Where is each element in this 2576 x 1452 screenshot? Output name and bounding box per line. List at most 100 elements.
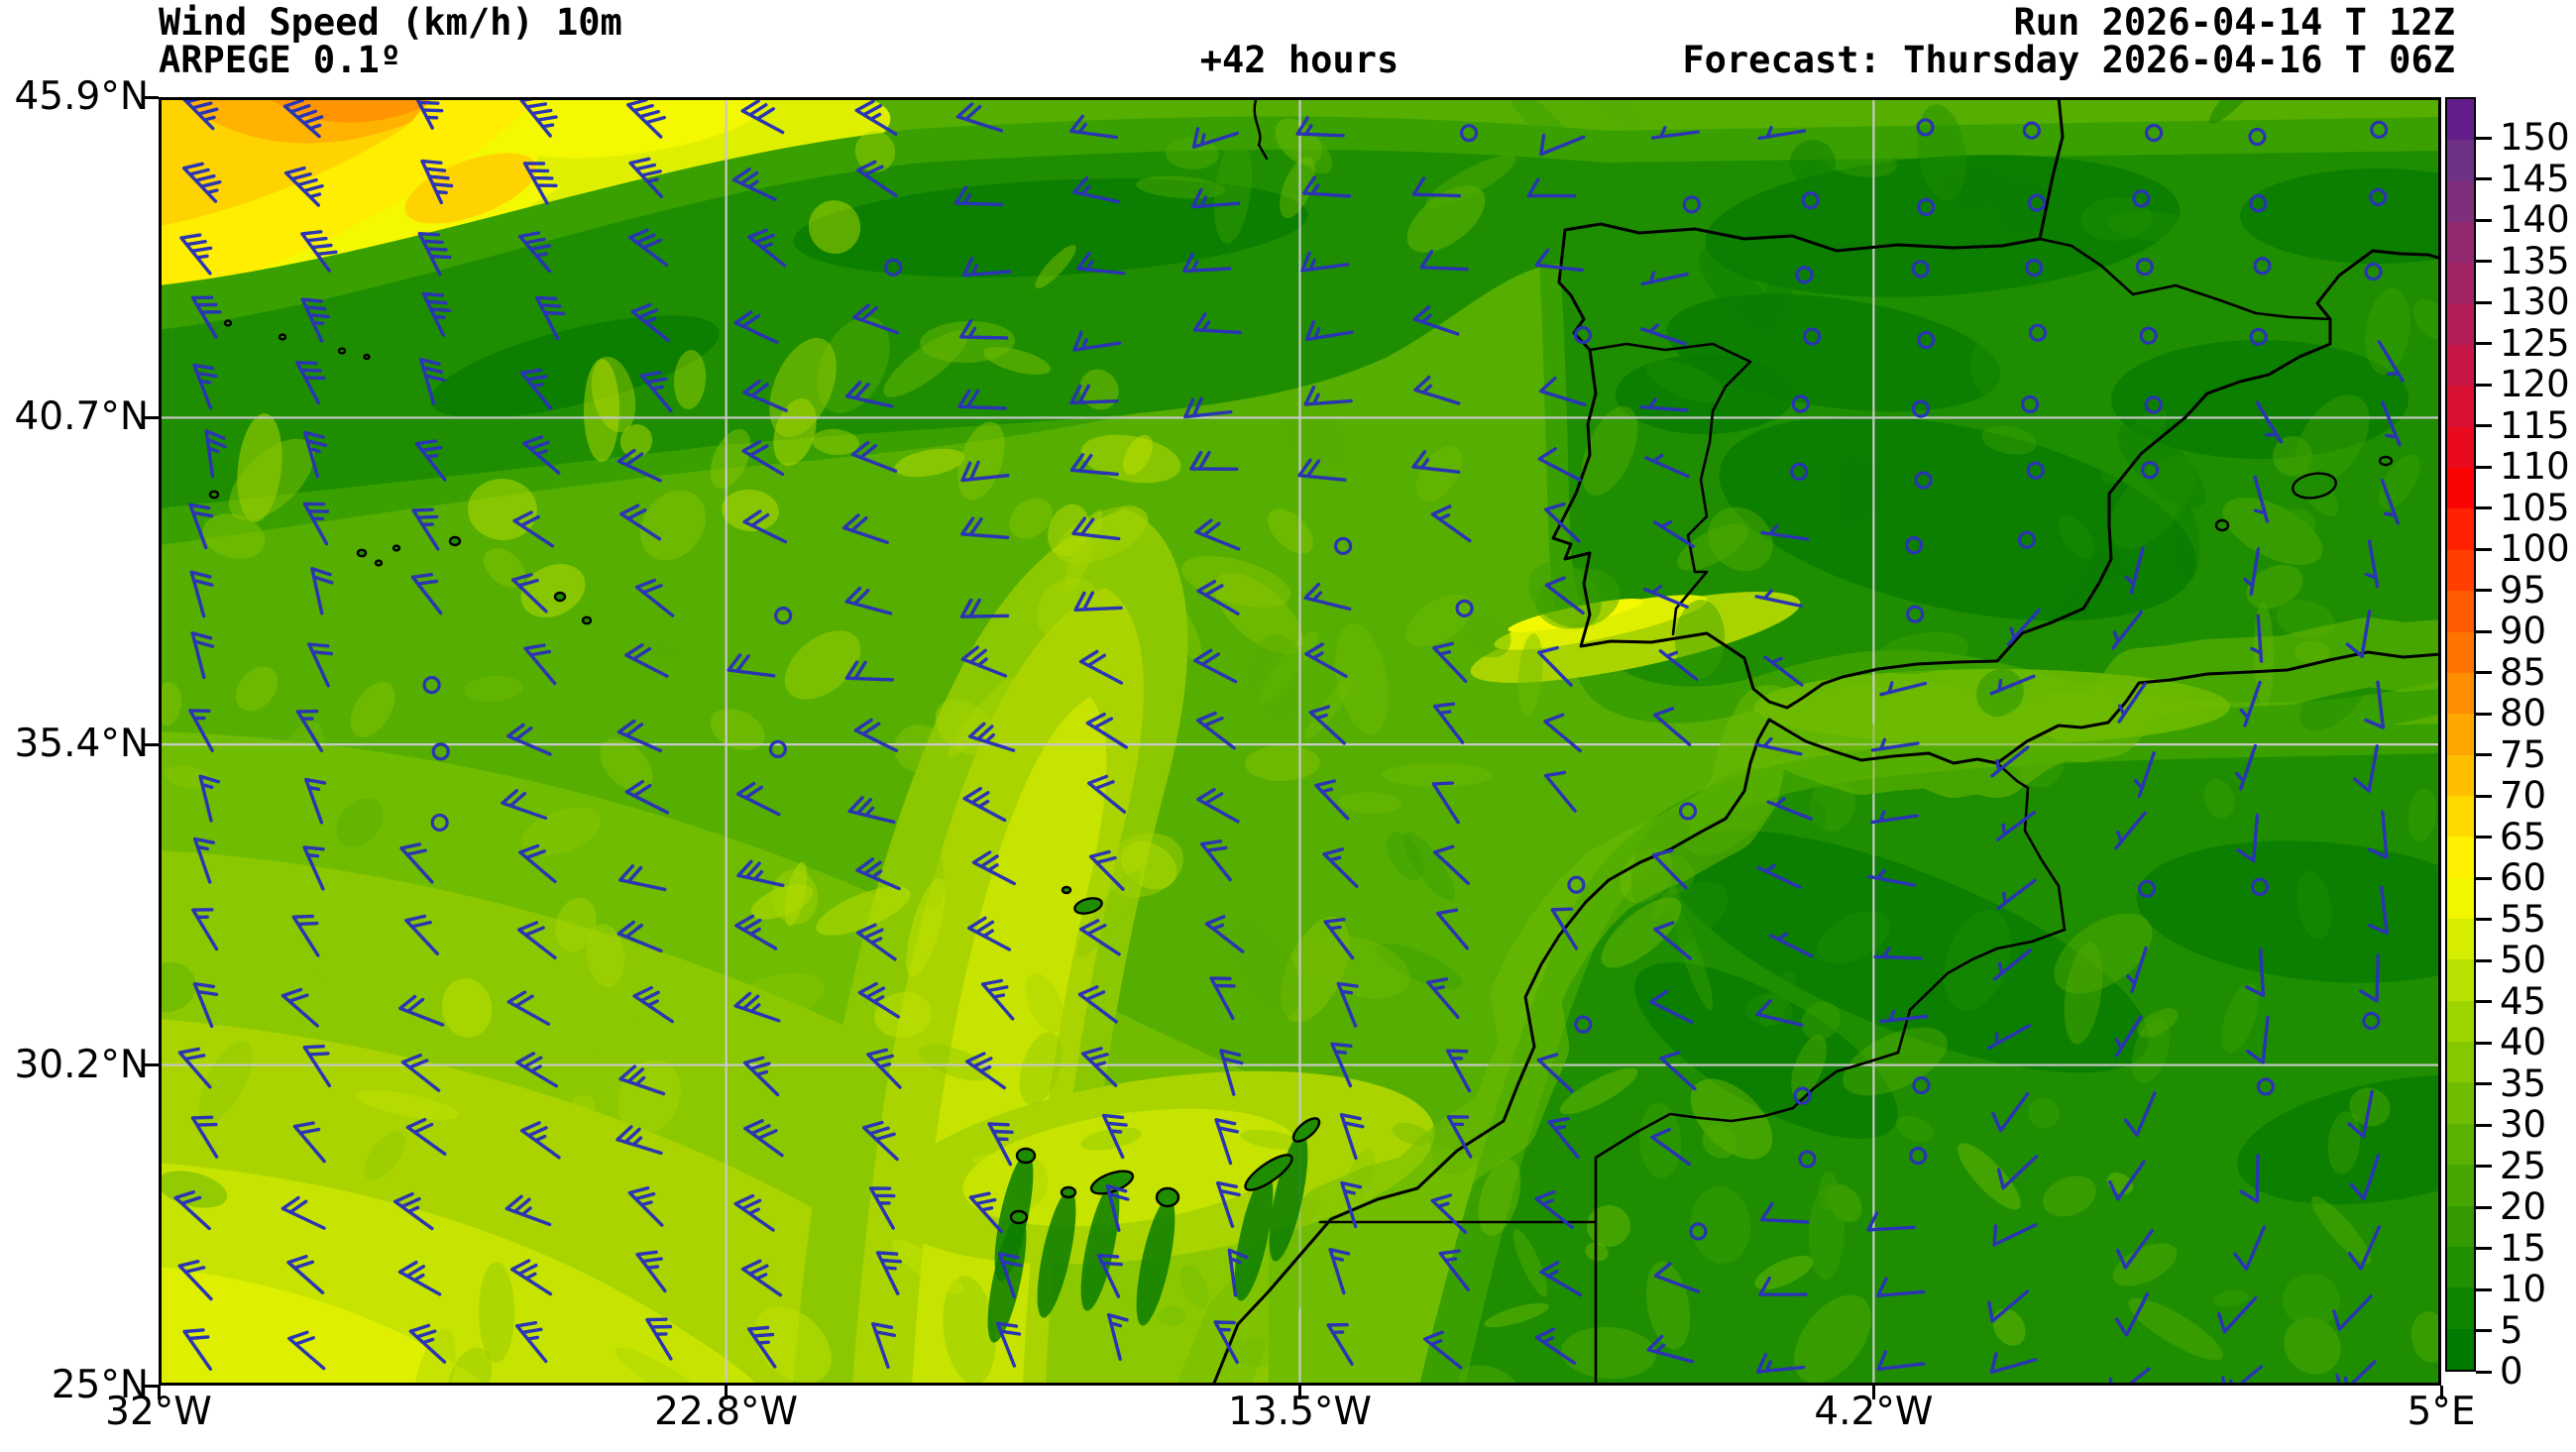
colorbar-tick-label: 115 [2500,403,2570,447]
colorbar-tick-label: 45 [2500,979,2547,1023]
forecast-label: Forecast: Thursday 2026-04-16 T 06Z [1682,39,2455,81]
colorbar-tick-label: 5 [2500,1308,2523,1352]
colorbar-tick-label: 60 [2500,856,2547,900]
y-tick-label: 45.9°N [14,74,149,119]
colorbar-tick-label: 20 [2500,1185,2547,1229]
colorbar-segment [2447,877,2474,920]
colorbar-tick-label: 100 [2500,527,2570,571]
colorbar-segment [2447,919,2474,960]
y-tick-label: 25°N [51,1363,149,1407]
colorbar-tick-label: 105 [2500,486,2570,529]
wind-map-svg [159,97,2441,1386]
colorbar-tick-label: 30 [2500,1103,2547,1147]
colorbar-segment [2447,468,2474,509]
colorbar-tick-mark [2476,1370,2492,1374]
x-tick-label: 32°W [105,1390,212,1434]
colorbar-segment [2447,345,2474,387]
colorbar-tick-mark [2476,1287,2492,1291]
x-tick-label: 13.5°W [1228,1390,1372,1434]
y-tick-label: 35.4°N [14,722,149,767]
x-tick-mark [1298,1386,1301,1399]
colorbar-tick-mark [2476,589,2492,593]
colorbar-tick-label: 145 [2500,157,2570,200]
run-label: Run 2026-04-14 T 12Z [2013,1,2455,44]
wind-map [159,97,2441,1386]
x-tick-label: 22.8°W [654,1390,799,1434]
colorbar-tick-label: 65 [2500,815,2547,858]
colorbar-segment [2447,426,2474,469]
colorbar-tick-mark [2476,629,2492,633]
colorbar-tick-mark [2476,876,2492,880]
y-tick-label: 40.7°N [14,394,149,440]
colorbar-tick-mark [2476,958,2492,962]
colorbar-tick-mark [2476,1205,2492,1209]
colorbar-tick-mark [2476,1082,2492,1086]
colorbar-segment [2447,263,2474,304]
colorbar-tick-mark [2476,300,2492,304]
colorbar-segment [2447,508,2474,550]
x-tick-mark [157,1386,161,1399]
colorbar-tick-mark [2476,1247,2492,1251]
colorbar-segment [2447,140,2474,181]
x-tick-mark [725,1386,728,1399]
x-tick-label: 4.2°W [1814,1390,1934,1434]
colorbar-tick-label: 135 [2500,239,2570,282]
colorbar-segment [2447,714,2474,755]
colorbar-tick-label: 140 [2500,198,2570,242]
colorbar-tick-label: 75 [2500,732,2547,776]
colorbar-segment [2447,1042,2474,1083]
x-tick-label: 5°E [2407,1390,2476,1434]
colorbar-tick-mark [2476,547,2492,551]
colorbar-tick-mark [2476,260,2492,264]
colorbar-tick-mark [2476,383,2492,387]
colorbar-tick-label: 85 [2500,650,2547,694]
colorbar-tick-label: 15 [2500,1226,2547,1270]
colorbar-tick-mark [2476,1041,2492,1045]
colorbar-segment [2447,549,2474,592]
colorbar-tick-label: 25 [2500,1144,2547,1187]
colorbar-tick-label: 90 [2500,610,2547,653]
colorbar-tick-label: 130 [2500,280,2570,324]
colorbar-segment [2447,1000,2474,1043]
colorbar-tick-mark [2476,794,2492,798]
colorbar-segment [2447,837,2474,878]
colorbar-tick-mark [2476,424,2492,428]
colorbar-tick-mark [2476,218,2492,222]
colorbar-tick-label: 10 [2500,1268,2547,1311]
colorbar-tick-label: 110 [2500,445,2570,489]
x-tick-mark [2439,1386,2443,1399]
colorbar-tick-mark [2476,342,2492,346]
colorbar-tick-label: 150 [2500,116,2570,160]
colorbar-segment [2447,98,2474,141]
colorbar-tick-mark [2476,506,2492,510]
y-tick-mark [145,415,159,419]
colorbar-segment [2447,1205,2474,1247]
colorbar-segment [2447,221,2474,264]
colorbar-segment [2447,631,2474,673]
colorbar-tick-label: 80 [2500,692,2547,735]
colorbar-tick-mark [2476,1000,2492,1004]
colorbar-tick-mark [2476,177,2492,181]
colorbar-tick-label: 40 [2500,1021,2547,1064]
colorbar-tick-label: 125 [2500,321,2570,365]
y-tick-mark [145,742,159,746]
colorbar-tick-label: 0 [2500,1350,2523,1393]
colorbar-segment [2447,754,2474,796]
colorbar-tick-mark [2476,753,2492,757]
colorbar-tick-mark [2476,836,2492,839]
y-tick-mark [145,95,159,99]
colorbar-segment [2447,1123,2474,1166]
colorbar-segment [2447,1328,2474,1370]
colorbar-segment [2447,959,2474,1001]
colorbar-tick-mark [2476,712,2492,716]
colorbar-tick-label: 35 [2500,1061,2547,1105]
colorbar-tick-label: 95 [2500,568,2547,612]
colorbar-segment [2447,795,2474,838]
chart-title: Wind Speed (km/h) 10m [159,1,622,44]
colorbar-tick-mark [2476,671,2492,675]
colorbar [2445,97,2476,1372]
colorbar-tick-label: 50 [2500,939,2547,982]
model-label: ARPEGE 0.1º [159,39,402,81]
colorbar-segment [2447,591,2474,632]
